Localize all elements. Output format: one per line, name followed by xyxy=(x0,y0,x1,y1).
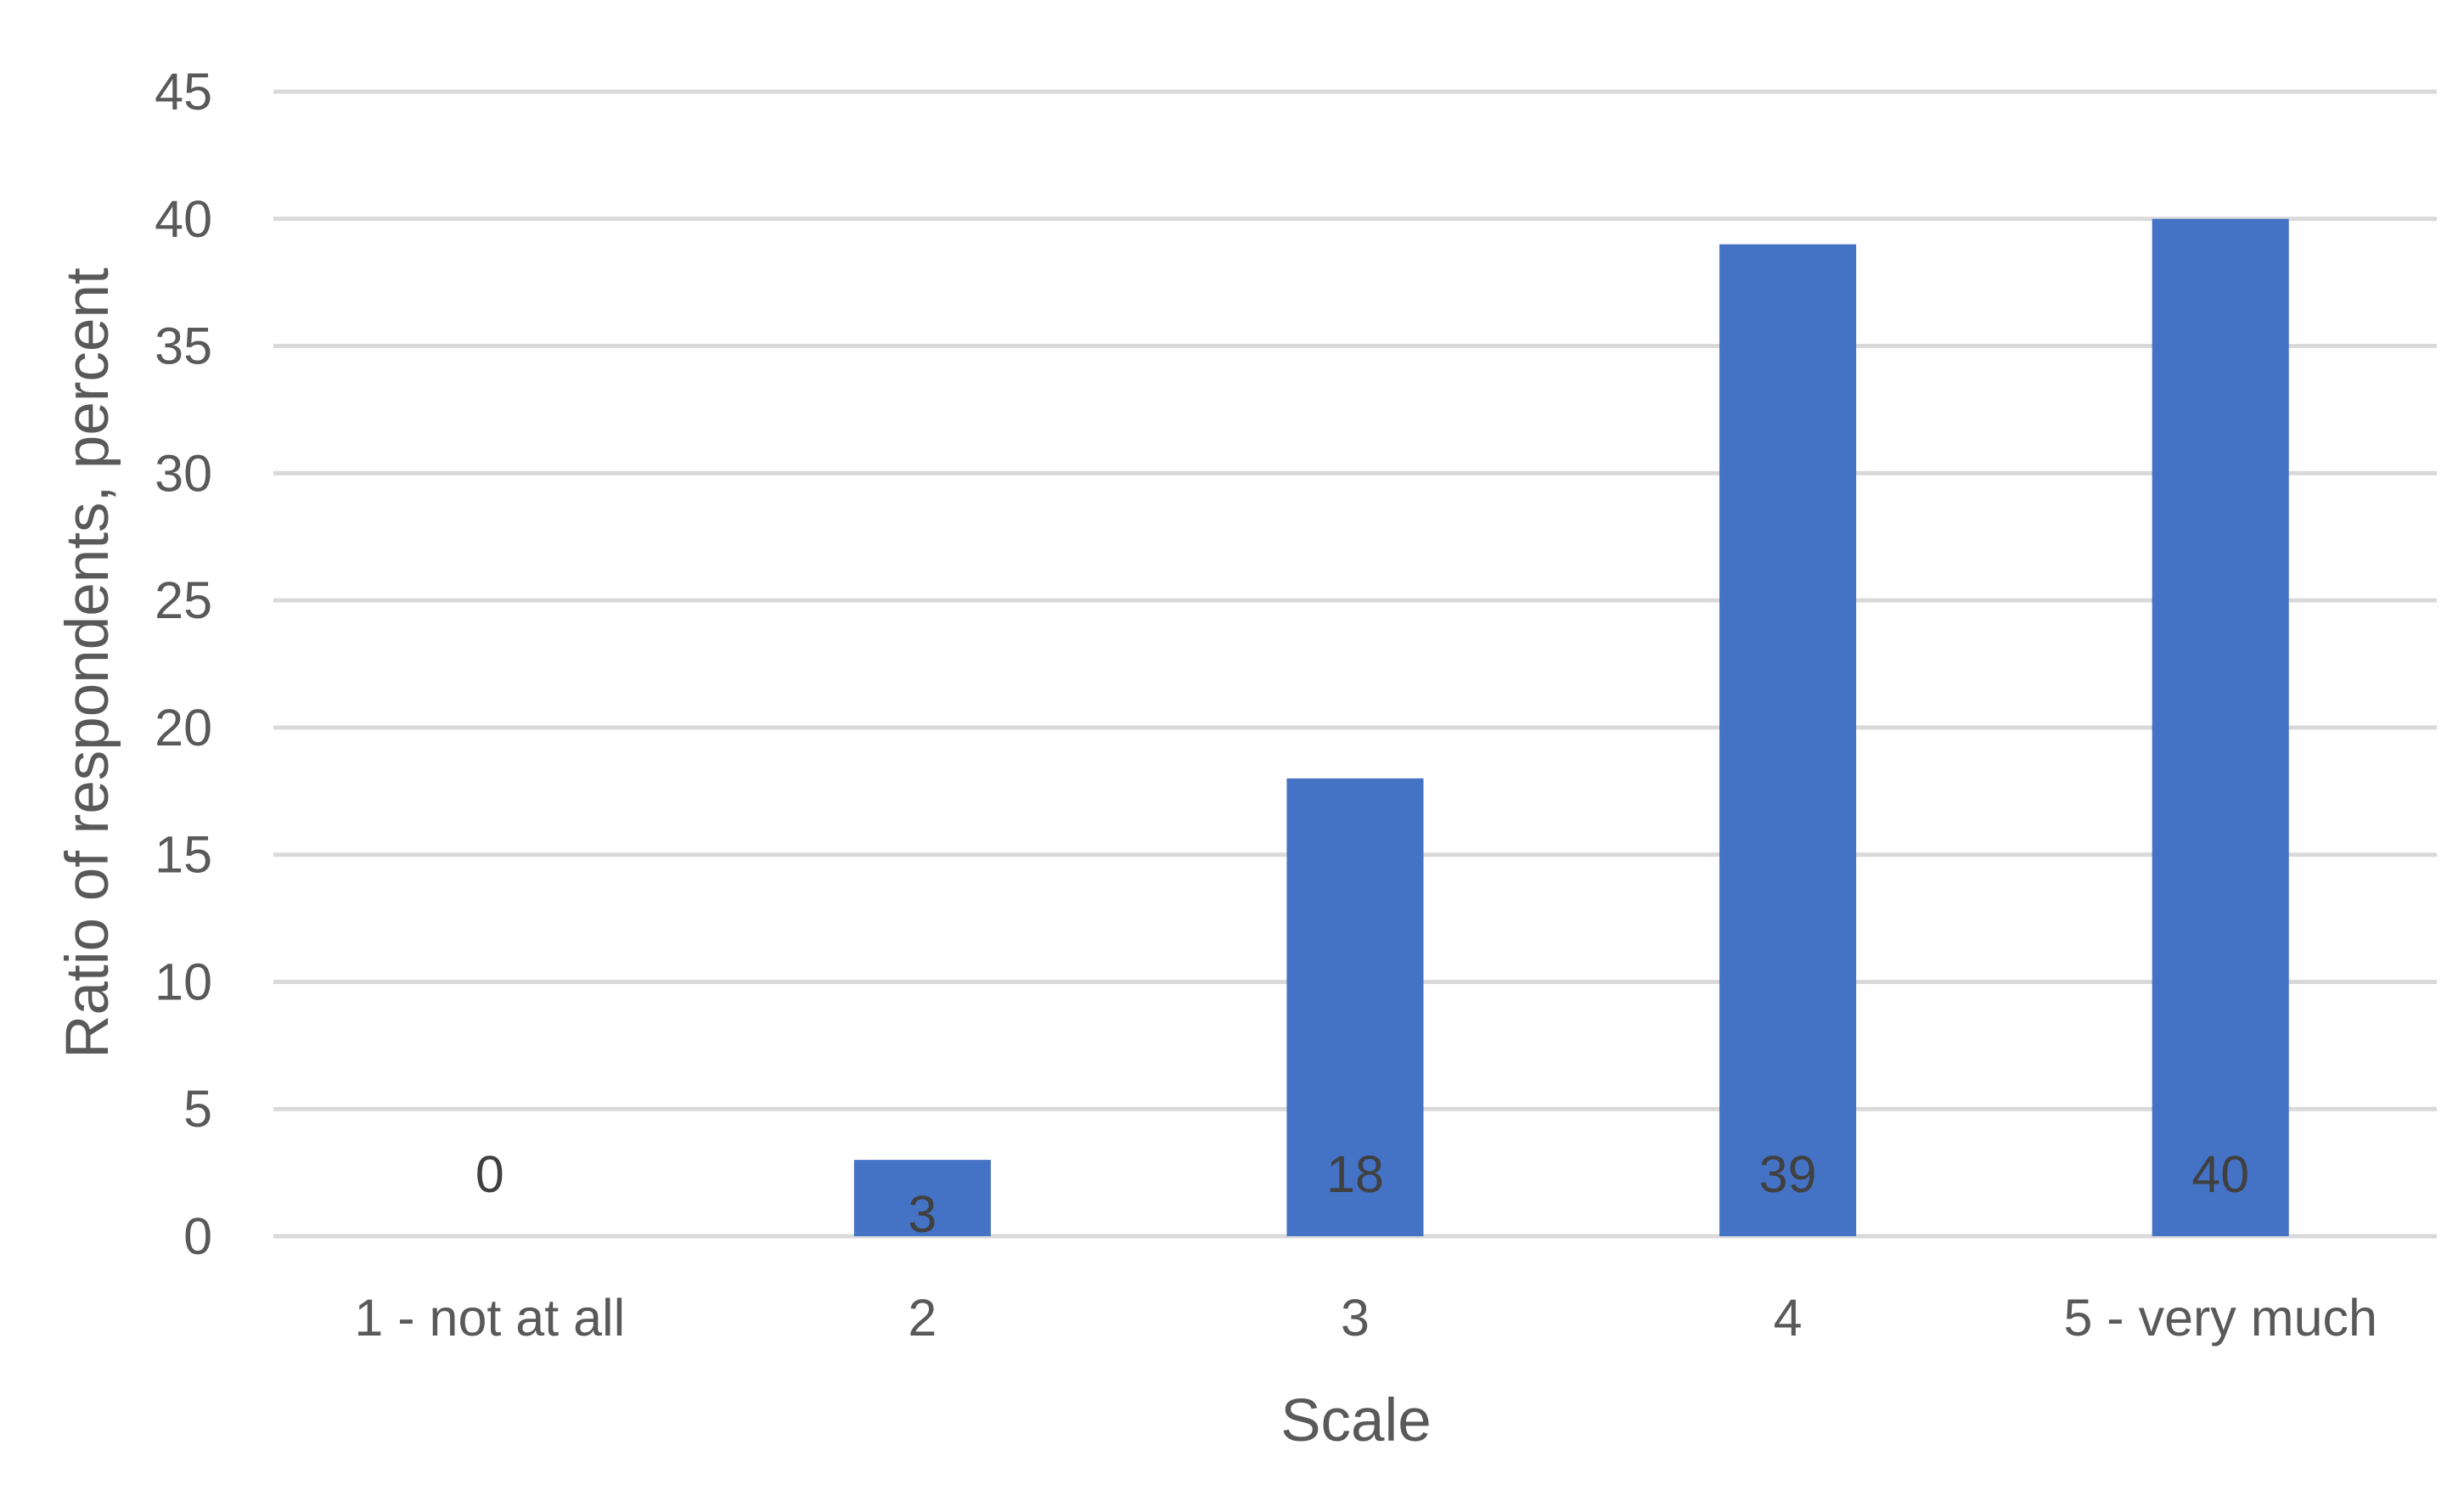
bar xyxy=(1719,244,1857,1236)
bar xyxy=(853,1160,991,1236)
y-tick-label: 25 xyxy=(155,571,212,629)
y-tick-label: 35 xyxy=(155,318,212,375)
y-tick-label: 30 xyxy=(155,444,212,502)
y-tick-label: 40 xyxy=(155,190,212,248)
data-label: 3 xyxy=(908,1185,937,1243)
x-tick-label: 5 - very much xyxy=(2063,1289,2377,1347)
y-tick-label: 15 xyxy=(155,826,212,884)
data-labels: 0 3 18 39 40 xyxy=(475,1145,2249,1243)
data-label: 40 xyxy=(2191,1145,2249,1203)
data-label: 18 xyxy=(1326,1145,1384,1203)
y-tick-label: 20 xyxy=(155,699,212,756)
x-tick-label: 1 - not at all xyxy=(354,1289,625,1347)
gridlines xyxy=(273,89,2437,1239)
y-axis-title: Ratio of respondents, percent xyxy=(54,267,121,1059)
x-axis-ticks: 1 - not at all 2 3 4 5 - very much xyxy=(354,1289,2377,1347)
x-tick-label: 4 xyxy=(1774,1289,1803,1347)
y-tick-label: 45 xyxy=(155,63,212,121)
bar xyxy=(1286,778,1424,1236)
y-tick-label: 5 xyxy=(183,1080,212,1138)
data-label: 0 xyxy=(475,1145,504,1203)
data-label: 39 xyxy=(1759,1145,1817,1203)
x-axis-title: Scale xyxy=(1280,1387,1432,1454)
x-tick-label: 2 xyxy=(908,1289,937,1347)
y-tick-label: 10 xyxy=(155,953,212,1010)
bar xyxy=(2152,218,2289,1236)
y-tick-label: 0 xyxy=(183,1207,212,1265)
bars xyxy=(853,218,2289,1236)
y-axis-ticks: 0 5 10 15 20 25 30 35 40 45 xyxy=(155,63,212,1265)
x-tick-label: 3 xyxy=(1341,1289,1370,1347)
